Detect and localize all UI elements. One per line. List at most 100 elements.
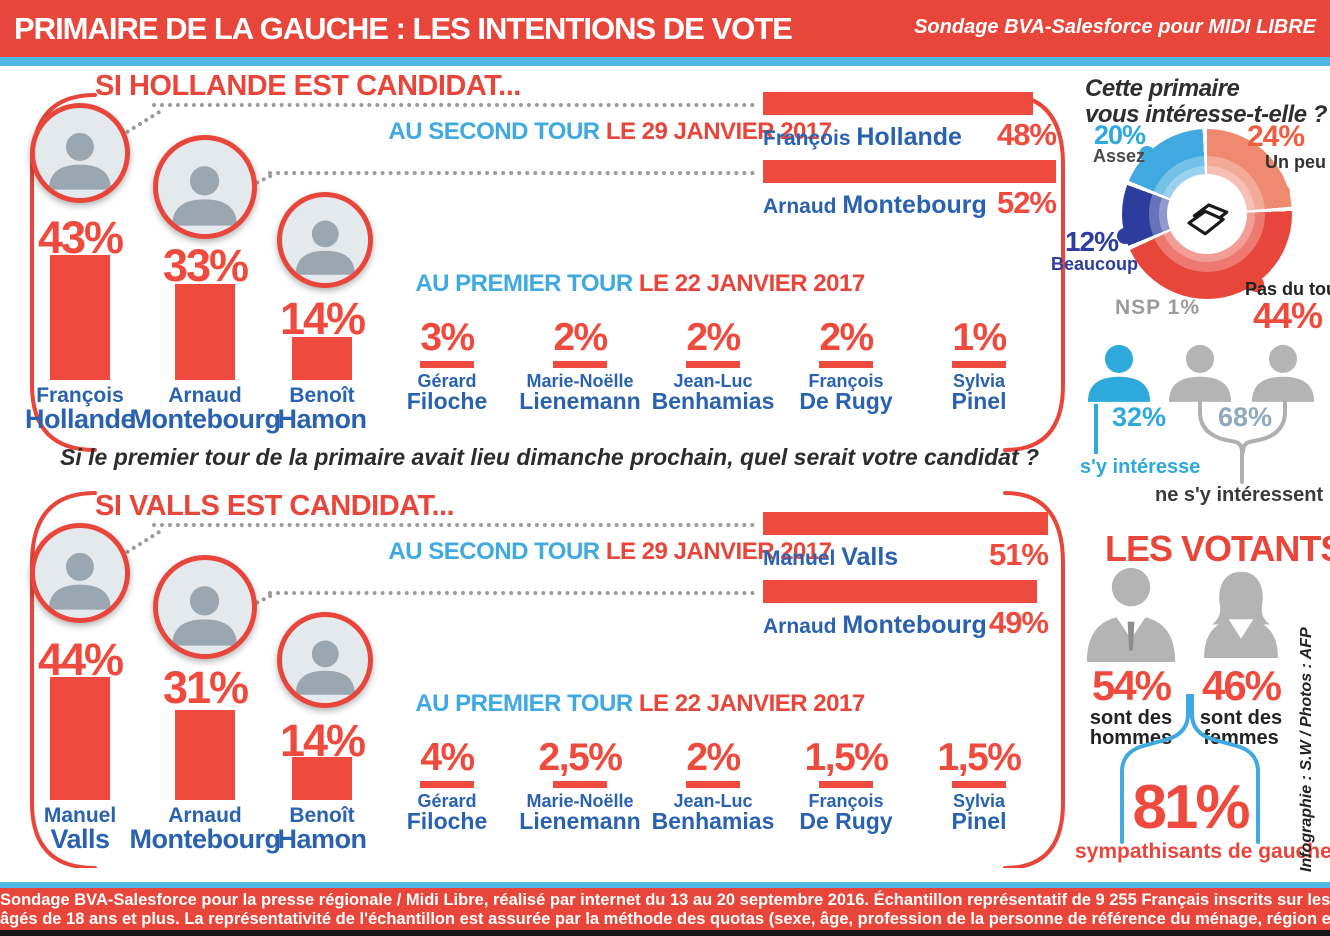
minor-candidate: 2% Marie-Noëlle Lienemann: [505, 318, 655, 414]
candidate-name: Manuel Valls: [0, 805, 170, 854]
candidate-pct: 43%: [37, 212, 124, 263]
pct-underline: [819, 361, 873, 368]
section-hollande: SI HOLLANDE EST CANDIDAT... 43% 33% 14% …: [0, 70, 1075, 470]
footer-line-2: âgés de 18 ans et plus. La représentativ…: [0, 910, 1330, 928]
interest-yes-line: [1094, 404, 1098, 454]
bar-hollande: [50, 255, 110, 380]
men-pct: 54%: [1091, 662, 1172, 709]
minor-pct: 4%: [420, 736, 475, 779]
pct-underline: [952, 361, 1006, 368]
candidate-name: François Hollande: [0, 385, 170, 434]
page-title: PRIMAIRE DE LA GAUCHE : LES INTENTIONS D…: [14, 11, 793, 46]
pct-underline: [553, 781, 607, 788]
second-tour-pct: 49%: [988, 605, 1049, 640]
pct-underline: [420, 781, 474, 788]
second-tour-row: François Hollande 48%: [763, 117, 1057, 153]
segment-knob: [1274, 184, 1290, 200]
second-tour-name: Arnaud Montebourg: [763, 191, 987, 219]
first-name: François: [36, 384, 124, 407]
second-tour-bar: [763, 92, 1033, 115]
footer-line-1: Sondage BVA-Salesforce pour la presse ré…: [0, 891, 1330, 909]
person-icon: [295, 640, 355, 696]
candidate-photo: [277, 192, 373, 288]
minor-candidate: 2% François De Rugy: [771, 318, 921, 414]
dotted-connector: [152, 523, 755, 527]
first-tour-label: AU PREMIER TOUR LE 22 JANVIER 2017: [415, 690, 865, 717]
header-band: [0, 0, 1330, 57]
minor-pct: 1%: [952, 316, 1007, 359]
person-icon: [295, 220, 355, 276]
second-tour-label: AU SECOND TOUR LE 29 JANVIER 2017: [388, 538, 832, 565]
second-tour-label: AU SECOND TOUR LE 29 JANVIER 2017: [388, 118, 832, 145]
woman-icon: [1204, 571, 1278, 658]
candidate-pct: 33%: [162, 240, 249, 291]
left-sympathizers-label: sympathisants de gauche: [1075, 840, 1330, 863]
first-tour-label: AU PREMIER TOUR LE 22 JANVIER 2017: [415, 270, 865, 297]
pct-underline: [686, 361, 740, 368]
second-tour-row: Arnaud Montebourg 49%: [763, 605, 1049, 641]
candidate-photo: [153, 135, 257, 239]
segment-pct-unpeu: 24%: [1247, 120, 1305, 153]
bar-valls: [50, 677, 110, 800]
last-name: Valls: [50, 824, 110, 855]
ballot-icon: [1187, 203, 1229, 236]
pct-underline: [420, 361, 474, 368]
source-credit: Sondage BVA-Salesforce pour MIDI LIBRE: [914, 16, 1316, 38]
second-tour-name: Arnaud Montebourg: [763, 611, 987, 639]
minor-candidate: 1,5% François De Rugy: [771, 738, 921, 834]
minor-candidate: 2% Jean-Luc Benhamias: [638, 738, 788, 834]
section-title: SI VALLS EST CANDIDAT...: [95, 490, 455, 522]
last-name: Montebourg: [129, 404, 281, 435]
interest-donut-chart: [1117, 129, 1292, 299]
segment-knob: [1117, 228, 1133, 244]
first-name: Arnaud: [168, 804, 242, 827]
section-bracket: [30, 491, 1065, 868]
candidate-name: Benoît Hamon: [232, 385, 412, 434]
section-title: SI HOLLANDE EST CANDIDAT...: [95, 70, 521, 102]
candidate-pct: 44%: [37, 634, 124, 685]
second-tour-bar: [763, 512, 1048, 535]
segment-pct-beaucoup: 12%: [1064, 226, 1119, 257]
candidate-photo: [277, 612, 373, 708]
votants-brace: [1120, 694, 1260, 844]
survey-question: Si le premier tour de la primaire avait …: [60, 444, 1040, 470]
pct-underline: [553, 361, 607, 368]
minor-pct: 1,5%: [804, 736, 889, 779]
nsp-label: NSP 1%: [1115, 296, 1200, 319]
section-valls: SI VALLS EST CANDIDAT... 44% 31% 14% Man…: [0, 490, 1075, 880]
person-icon: [48, 133, 111, 190]
first-name: Manuel: [43, 804, 117, 827]
first-name: Benoît: [289, 384, 355, 407]
minor-candidate: 4% Gérard Filoche: [372, 738, 522, 834]
dotted-connector: [152, 103, 755, 107]
pct-underline: [819, 781, 873, 788]
minor-candidate: 1% Sylvia Pinel: [904, 318, 1054, 414]
interest-no-pct: 68%: [1218, 402, 1273, 432]
pct-underline: [952, 781, 1006, 788]
minor-pct: 2%: [553, 316, 608, 359]
last-name: Hamon: [277, 824, 367, 855]
person-gray-icon: [1251, 344, 1315, 402]
bar-hamon: [292, 337, 352, 380]
infographer-credit: Infographie : S.W / Photos : AFP: [1298, 627, 1315, 872]
candidate-pct: 14%: [279, 293, 366, 344]
second-tour-bar: [763, 580, 1037, 603]
second-tour-bar: [763, 160, 1056, 183]
header-blue-strip: [0, 57, 1330, 66]
interest-no-label: ne s'y intéressent pas: [1155, 484, 1330, 506]
second-tour-name: François Hollande: [763, 123, 962, 151]
person-blue-icon: [1087, 344, 1151, 402]
minor-candidate: 2% Jean-Luc Benhamias: [638, 318, 788, 414]
last-name: Hamon: [277, 404, 367, 435]
person-gray-icon: [1168, 344, 1232, 402]
donut-hole: [1167, 174, 1247, 254]
minor-pct: 2,5%: [538, 736, 623, 779]
person-icon: [172, 166, 238, 226]
minor-pct: 2%: [686, 736, 741, 779]
last-name: Hollande: [24, 404, 136, 435]
second-tour-pct: 52%: [996, 185, 1057, 220]
candidate-photo: [153, 555, 257, 659]
bar-montebourg: [175, 710, 235, 800]
minor-pct: 2%: [686, 316, 741, 359]
